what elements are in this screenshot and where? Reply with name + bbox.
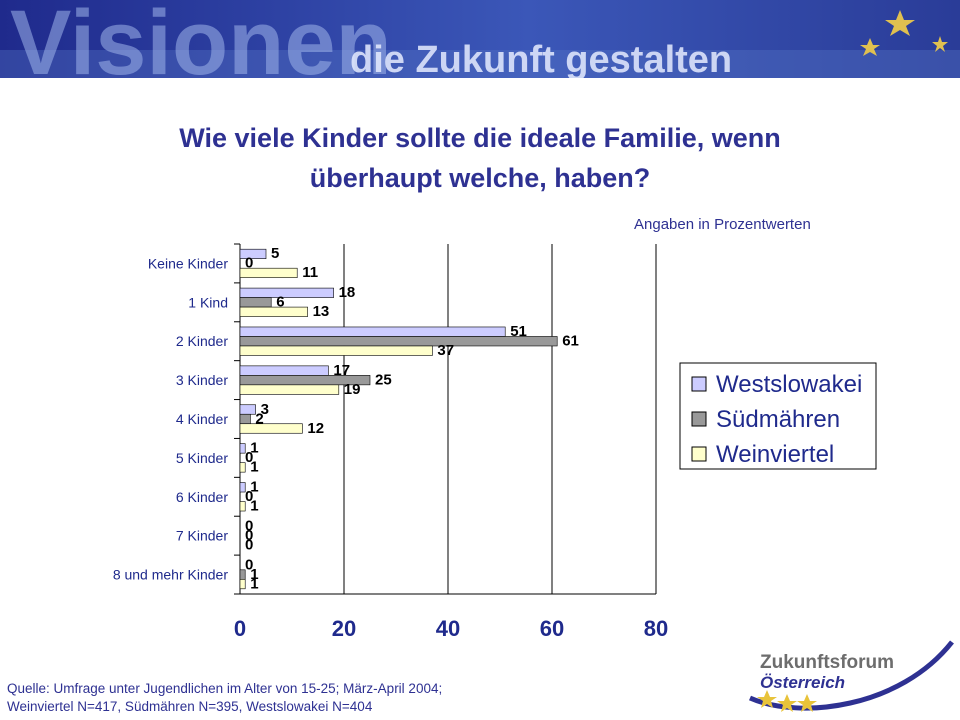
data-label: 0 [245,536,253,553]
data-label: 61 [562,332,579,349]
data-label: 12 [307,420,324,437]
unit-note: Angaben in Prozentwerten [634,216,811,233]
legend-item: Südmähren [716,406,840,433]
legend-swatch [691,446,707,462]
bar-weinviertel [239,423,303,434]
bar-südmähren [239,413,251,425]
source-line-1: Quelle: Umfrage unter Jugendlichen im Al… [7,681,443,696]
category-label: 3 Kinder [176,372,228,388]
bar-westslowakei [239,365,329,376]
bar-südmähren [239,297,272,308]
bar-weinviertel [239,384,340,395]
bar-westslowakei [239,443,246,454]
data-label: 0 [245,517,253,534]
bar-westslowakei [239,404,256,415]
data-label: 51 [510,323,527,340]
title-line-2: überhaupt welche, haben? [309,163,651,193]
data-label: 1 [250,479,258,496]
category-label: 7 Kinder [176,528,228,544]
data-label: 1 [250,575,258,592]
source-note: Quelle: Umfrage unter Jugendlichen im Al… [7,680,442,716]
x-tick-label: 40 [436,616,460,641]
data-label: 18 [339,284,356,301]
data-label: 1 [250,498,258,515]
legend-item: Weinviertel [716,441,834,468]
category-label: 6 Kinder [176,489,228,505]
data-label: 3 [261,401,269,418]
bar-westslowakei [239,287,334,298]
x-tick-label: 60 [540,616,564,641]
logo-line-2: Österreich [760,673,845,692]
bar-weinviertel [239,579,246,590]
data-label: 0 [245,488,253,505]
bar-weinviertel [239,345,433,356]
data-label: 37 [437,342,454,359]
banner-tagline: die Zukunft gestalten [350,39,732,78]
data-label: 1 [250,459,258,476]
title-line-1: Wie viele Kinder sollte die ideale Famil… [179,123,781,153]
bar-westslowakei [239,326,506,337]
legend-swatch [691,376,707,392]
legend-box [679,362,877,470]
data-label: 1 [250,440,258,457]
data-label: 17 [333,362,350,379]
bar-weinviertel [239,501,246,512]
bar-westslowakei [239,482,246,493]
data-label: 5 [271,245,279,262]
category-label: 8 und mehr Kinder [113,567,229,583]
x-tick-label: 0 [234,616,246,641]
data-label: 13 [313,303,330,320]
data-label: 19 [344,381,361,398]
zukunftsforum-logo: Zukunftsforum Österreich [748,640,954,712]
data-label: 1 [250,566,258,583]
x-tick-label: 80 [644,616,668,641]
data-label: 11 [302,264,318,281]
star-icons [860,10,948,56]
banner-word: Visionen [10,0,392,78]
bar-weinviertel [239,306,308,317]
category-label: 2 Kinder [176,333,228,349]
data-label: 2 [255,410,263,427]
data-label: 6 [276,294,284,311]
logo-line-1: Zukunftsforum [760,652,894,673]
data-label: 0 [245,255,253,272]
header-banner: Visionen die Zukunft gestalten [0,0,960,78]
logo-stars [757,690,817,712]
source-line-2: Weinviertel N=417, Südmähren N=395, West… [7,699,373,714]
category-label: 1 Kind [188,294,228,310]
data-label: 0 [245,527,253,544]
category-label: 4 Kinder [176,411,228,427]
x-tick-label: 20 [332,616,356,641]
bar-weinviertel [239,267,298,278]
data-label: 25 [375,371,392,388]
category-label: 5 Kinder [176,450,228,466]
legend-item: Westslowakei [716,371,862,398]
bar-westslowakei [239,248,267,259]
category-label: Keine Kinder [148,255,229,271]
legend-swatch [691,411,707,427]
bar-weinviertel [239,462,246,473]
page-title: Wie viele Kinder sollte die ideale Famil… [80,118,880,198]
data-label: 0 [245,449,253,466]
data-label: 0 [245,556,253,573]
